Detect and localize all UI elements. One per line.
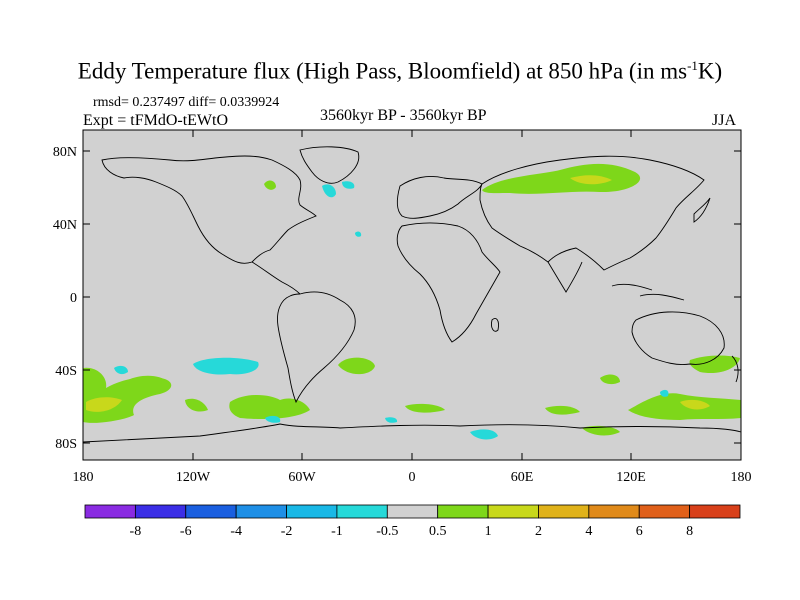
region-pacific-green-3 [185,398,208,412]
region-hudson-green [264,180,276,190]
lon-label: 60E [511,470,534,485]
lat-label: 80S [55,437,77,452]
colorbar-labels: -8 -6 -4 -2 -1 -0.5 0.5 1 2 4 6 8 [130,524,694,539]
colorbar-swatch [638,504,691,519]
lon-label: 180 [73,470,94,485]
lat-label: 40N [53,218,77,233]
lon-label: 120E [616,470,646,485]
colorbar-swatch [185,504,237,519]
colorbar [84,504,741,519]
colorbar-swatch [286,504,338,519]
region-mid-atlantic-cyan [355,231,362,237]
region-north-atlantic-cyan [342,181,355,189]
colorbar-swatch [235,504,287,519]
colorbar-label: 2 [535,524,542,539]
lon-label: 120W [176,470,211,485]
region-australia-green [689,355,740,374]
coast-australia [631,311,725,365]
region-tasman-cyan [660,389,669,397]
season-text: JJA [712,112,737,129]
colorbar-swatch [336,504,388,519]
coast-madagascar [491,318,499,332]
chart-title: Eddy Temperature flux (High Pass, Bloomf… [77,58,723,84]
colorbar-label: 6 [636,524,643,539]
region-pacific-green-2 [128,375,168,388]
experiment-text: Expt = tFMdO-tEWtO [83,112,229,129]
region-labrador-cyan [322,184,336,198]
colorbar-label: 1 [485,524,492,539]
coastlines [82,146,742,443]
colorbar-swatch [689,504,741,519]
coast-japan [693,197,711,223]
lon-label: 60W [288,470,316,485]
coast-south-america [277,291,356,404]
lat-label: 80N [53,145,77,160]
lon-label: 180 [731,470,752,485]
region-south-atlantic-green-2 [405,403,445,413]
period-text: 3560kyr BP - 3560kyr BP [320,107,487,124]
region-indian-green-2 [600,374,620,385]
coast-central-america [251,261,301,295]
region-south-indian-green [545,405,580,415]
colorbar-swatch [134,504,187,519]
coast-indonesia [611,283,685,301]
positive-anomaly-regions [83,163,741,436]
colorbar-swatch [437,504,489,519]
colorbar-swatch [487,504,539,519]
colorbar-label: -2 [281,524,293,539]
coast-africa [396,222,501,343]
colorbar-label: -6 [180,524,192,539]
colorbar-label: -1 [331,524,343,539]
region-antarctic-green [582,425,620,436]
colorbar-swatch [538,504,590,519]
colorbar-swatch [84,504,136,519]
negative-anomaly-regions [114,181,669,440]
lon-tick-marks [192,130,632,460]
rmsd-text: rmsd= 0.237497 diff= 0.0339924 [93,95,280,110]
lat-tick-marks [83,150,741,444]
coast-india [547,261,583,293]
lat-label: 0 [70,291,77,306]
coast-north-america [101,155,317,264]
region-siberia-green [482,163,641,194]
coast-greenland [299,146,360,184]
lon-labels: 180 120W 60W 0 60E 120E 180 [73,470,752,485]
colorbar-label: -4 [230,524,242,539]
lon-label: 0 [409,470,416,485]
region-drake-green [229,395,310,420]
colorbar-swatch [386,504,439,519]
region-tasman-yellow [680,399,710,410]
coast-europe [396,175,483,219]
region-southeast-pacific-yellow [86,397,122,412]
colorbar-label: 8 [686,524,693,539]
region-tasman-green [628,393,741,420]
region-south-pacific-cyan [193,357,259,375]
colorbar-label: -8 [130,524,142,539]
lat-label: 40S [55,364,77,379]
region-drake-cyan [265,415,281,423]
lat-labels: 80N 40N 0 40S 80S [53,145,77,452]
region-south-atlantic-green [338,357,375,375]
coast-asia [479,155,705,271]
region-south-atlantic-cyan [385,417,398,423]
colorbar-swatch [588,504,640,519]
region-south-pacific-cyan-2 [114,365,128,375]
colorbar-label: 0.5 [429,524,447,539]
region-siberia-yellow [570,175,612,185]
colorbar-label: -0.5 [376,524,398,539]
colorbar-label: 4 [585,524,592,539]
coast-new-zealand [731,355,739,383]
coast-antarctica [82,423,742,443]
region-weddell-cyan [470,429,498,440]
